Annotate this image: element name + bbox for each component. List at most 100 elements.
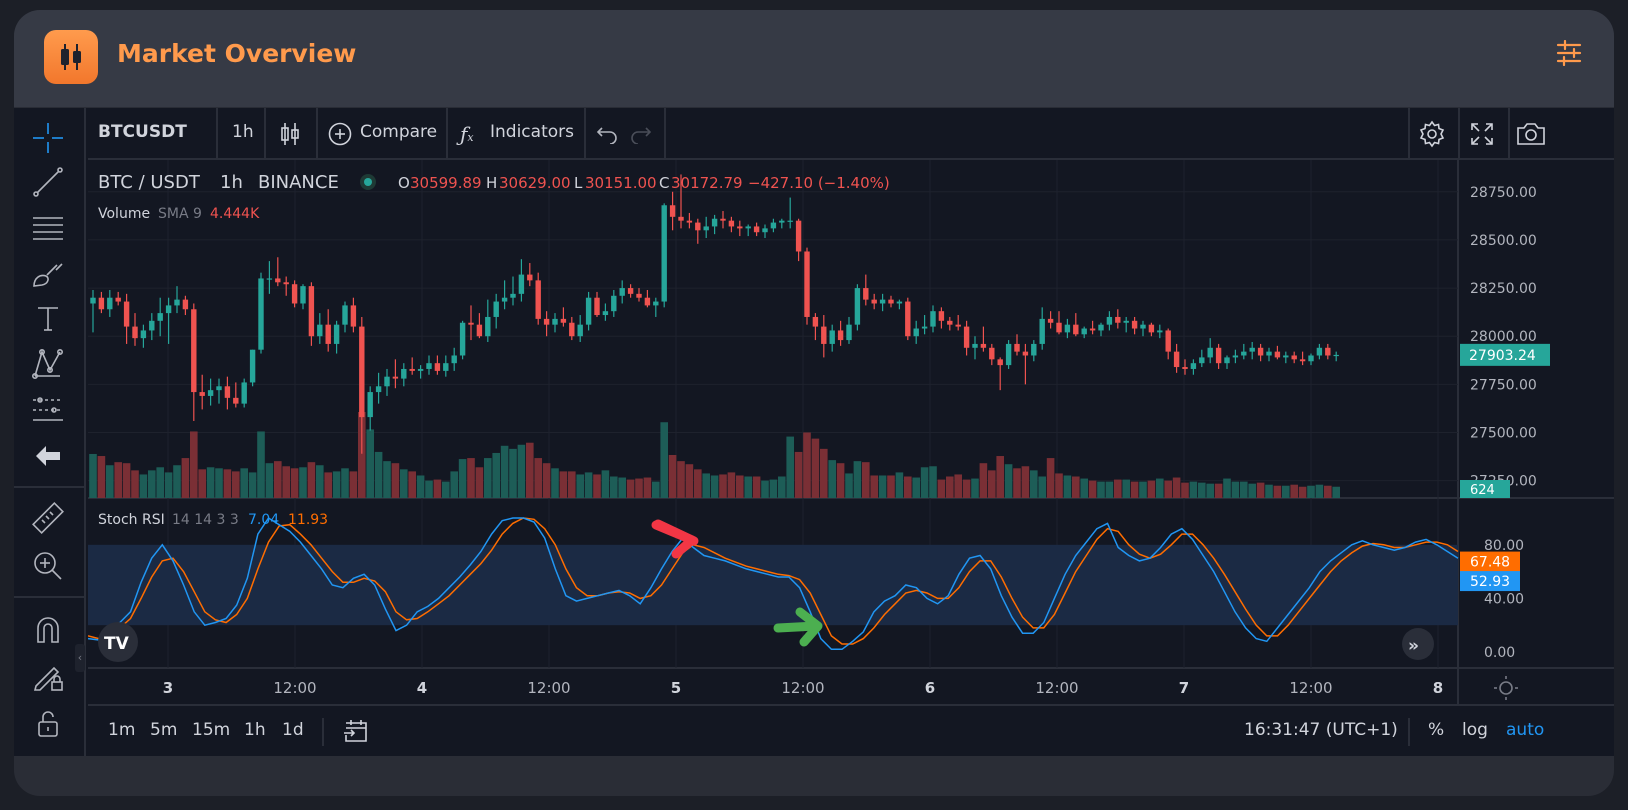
chart-type-icon[interactable] (278, 120, 302, 152)
sliders-icon[interactable] (1556, 39, 1582, 70)
range-1h-button[interactable]: 1h (244, 720, 266, 740)
ruler-icon[interactable] (30, 500, 66, 536)
widget-card: Market Overview (14, 10, 1614, 796)
undo-icon[interactable] (596, 124, 618, 148)
pattern-icon[interactable] (30, 346, 66, 382)
tradingview-logo-icon[interactable]: TV (98, 622, 138, 662)
svg-text:TV: TV (104, 634, 130, 654)
candle-body (1232, 355, 1239, 358)
stoch-legend-params: 14 14 3 3 (172, 512, 239, 528)
fullscreen-icon[interactable] (1470, 122, 1494, 150)
crosshair-icon[interactable] (30, 120, 66, 156)
forecast-icon[interactable] (30, 392, 66, 428)
camera-icon[interactable] (1516, 121, 1546, 151)
fib-retracement-icon[interactable] (30, 210, 66, 246)
volume-bar (845, 473, 853, 498)
candle-body (762, 228, 768, 233)
volume-bar (996, 456, 1004, 498)
compare-button[interactable]: Compare (360, 122, 438, 142)
range-5m-button[interactable]: 5m (150, 720, 178, 740)
legend-high-label: H (486, 174, 497, 192)
candlestick-icon (44, 30, 98, 84)
brush-icon[interactable] (30, 256, 66, 292)
range-1d-button[interactable]: 1d (282, 720, 304, 740)
log-scale-button[interactable]: log (1462, 720, 1488, 740)
legend-low-label: L (574, 174, 583, 192)
candle-body (804, 251, 810, 317)
volume-bar (702, 473, 710, 498)
volume-bar (920, 467, 929, 498)
volume-bar (408, 471, 416, 498)
volume-bar (450, 471, 458, 498)
volume-bar (475, 467, 484, 498)
volume-bar (89, 453, 97, 498)
legend-pair: BTC / USDT (98, 172, 201, 193)
collapse-toolbar-icon[interactable]: ‹ (75, 644, 85, 672)
candle-body (552, 318, 558, 325)
volume-bar (526, 442, 534, 498)
symbol-search-button[interactable]: BTCUSDT (98, 122, 187, 142)
candle-body (375, 386, 382, 393)
volume-bar (971, 478, 979, 498)
stoch-band (88, 544, 1458, 626)
candle-body (485, 316, 491, 337)
indicators-fx-icon[interactable]: ƒx (460, 122, 474, 146)
unlock-icon[interactable] (30, 706, 66, 742)
svg-text:»: » (1408, 636, 1419, 656)
chart-canvas[interactable]: 28750.00 28500.00 28250.00 28000.00 27750.00… (88, 160, 1614, 704)
gear-icon[interactable] (1418, 120, 1446, 152)
volume-bar (1072, 476, 1080, 498)
clock-timezone[interactable]: 16:31:47 (UTC+1) (1244, 720, 1398, 740)
volume-bar (727, 472, 736, 498)
volume-bar (215, 468, 223, 498)
indicators-button[interactable]: Indicators (490, 122, 574, 142)
trend-line-icon[interactable] (30, 164, 66, 200)
time-tick-label: 4 (417, 679, 427, 697)
redo-icon[interactable] (630, 124, 652, 148)
volume-bar (1198, 482, 1206, 498)
candle-body (241, 382, 247, 404)
candle-body (703, 226, 709, 231)
price-axis[interactable]: 28750.00 28500.00 28250.00 28000.00 27750.00… (1460, 185, 1550, 498)
volume-bar (752, 476, 761, 498)
volume-legend-value: 4.444K (210, 206, 260, 222)
candle-body (140, 330, 147, 339)
time-axis[interactable]: 3 12:00 4 12:00 5 12:00 6 12:00 7 12:00 8 (163, 679, 1443, 697)
stoch-d-line (88, 517, 1459, 645)
bottom-separator (1408, 718, 1410, 746)
percent-scale-button[interactable]: % (1428, 720, 1445, 740)
candle-body (1031, 343, 1037, 356)
lock-drawing-icon[interactable] (30, 658, 66, 694)
zoom-in-icon[interactable] (30, 548, 66, 584)
candle-body (1047, 318, 1054, 323)
compare-plus-icon[interactable] (328, 122, 352, 150)
time-axis-settings-icon[interactable] (1494, 676, 1518, 700)
candle-body (1064, 324, 1071, 333)
date-range-icon[interactable] (342, 719, 368, 747)
auto-scale-button[interactable]: auto (1506, 720, 1545, 740)
candle-body (342, 305, 348, 325)
stoch-axis[interactable]: 80.00 40.00 0.00 67.48 52.93 (1460, 538, 1524, 661)
volume-bar (694, 469, 702, 498)
candle-body (669, 205, 676, 217)
candle-body (905, 301, 911, 337)
candle-body (409, 368, 415, 371)
volume-bar (1290, 484, 1298, 498)
volume-bar (1063, 475, 1072, 498)
range-15m-button[interactable]: 15m (192, 720, 231, 740)
back-arrow-icon[interactable] (30, 438, 66, 474)
volume-bar (1021, 466, 1030, 498)
candle-body (132, 326, 138, 339)
volume-bar (652, 481, 660, 498)
scroll-to-realtime-icon[interactable]: » (1402, 628, 1434, 660)
volume-bar (643, 477, 652, 498)
interval-button[interactable]: 1h (232, 122, 254, 142)
text-icon[interactable] (30, 300, 66, 336)
volume-bar (1122, 479, 1130, 498)
toolbar-divider (14, 596, 84, 598)
candle-body (493, 301, 499, 317)
magnet-icon[interactable] (30, 612, 66, 648)
candle-body (543, 318, 550, 325)
range-1m-button[interactable]: 1m (108, 720, 136, 740)
candle-body (367, 392, 373, 418)
